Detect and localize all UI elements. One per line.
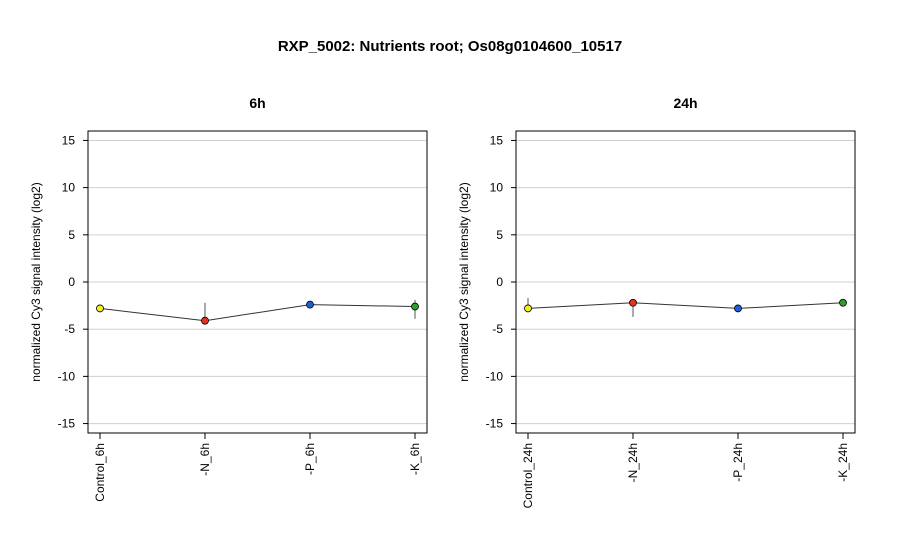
y-tick-label: 5	[68, 228, 75, 242]
data-point	[411, 302, 419, 311]
data-point	[629, 298, 637, 307]
data-point	[734, 304, 742, 313]
y-tick-label: 0	[496, 275, 503, 289]
y-tick-label: 5	[496, 228, 503, 242]
y-tick-label: 10	[490, 181, 504, 195]
x-tick-label: -N_6h	[198, 443, 212, 476]
y-tick-label: -5	[492, 322, 503, 336]
series-line	[99, 304, 416, 322]
x-tick-label: -P_24h	[731, 443, 745, 482]
y-tick-label: -15	[58, 417, 76, 431]
y-tick-label: -15	[486, 417, 504, 431]
y-tick-label: 15	[62, 133, 76, 147]
data-point	[524, 304, 532, 313]
x-tick-label: Control_6h	[93, 443, 107, 502]
data-point	[96, 304, 104, 313]
y-axis-label: normalized Cy3 signal intensity (log2)	[29, 182, 43, 381]
x-tick-label: -K_6h	[408, 443, 422, 475]
data-point	[306, 300, 314, 309]
series-line	[527, 302, 844, 309]
x-tick-label: -K_24h	[836, 443, 850, 482]
y-tick-label: -5	[64, 322, 75, 336]
page-title: RXP_5002: Nutrients root; Os08g0104600_1…	[277, 38, 623, 55]
panel-title: 24h	[673, 95, 697, 111]
panel-title: 6h	[249, 95, 265, 111]
x-tick-label: Control_24h	[521, 443, 535, 508]
y-axis-label: normalized Cy3 signal intensity (log2)	[457, 182, 471, 381]
y-tick-label: 10	[62, 181, 76, 195]
y-tick-label: -10	[58, 369, 76, 383]
chart-panel-2: 24h -15 -10 -5 0 5 10 15 normalized Cy3 signal i…	[457, 95, 856, 508]
x-tick-label: -N_24h	[626, 443, 640, 482]
chart-panel-1: 6h -15 -10 -5 0 5 10 15 normalized Cy3 signal in…	[29, 95, 428, 502]
y-tick-label: 0	[68, 275, 75, 289]
data-point	[201, 316, 209, 325]
data-point	[839, 298, 847, 307]
x-tick-label: -P_6h	[303, 443, 317, 475]
y-tick-label: 15	[490, 133, 504, 147]
y-tick-label: -10	[486, 369, 504, 383]
